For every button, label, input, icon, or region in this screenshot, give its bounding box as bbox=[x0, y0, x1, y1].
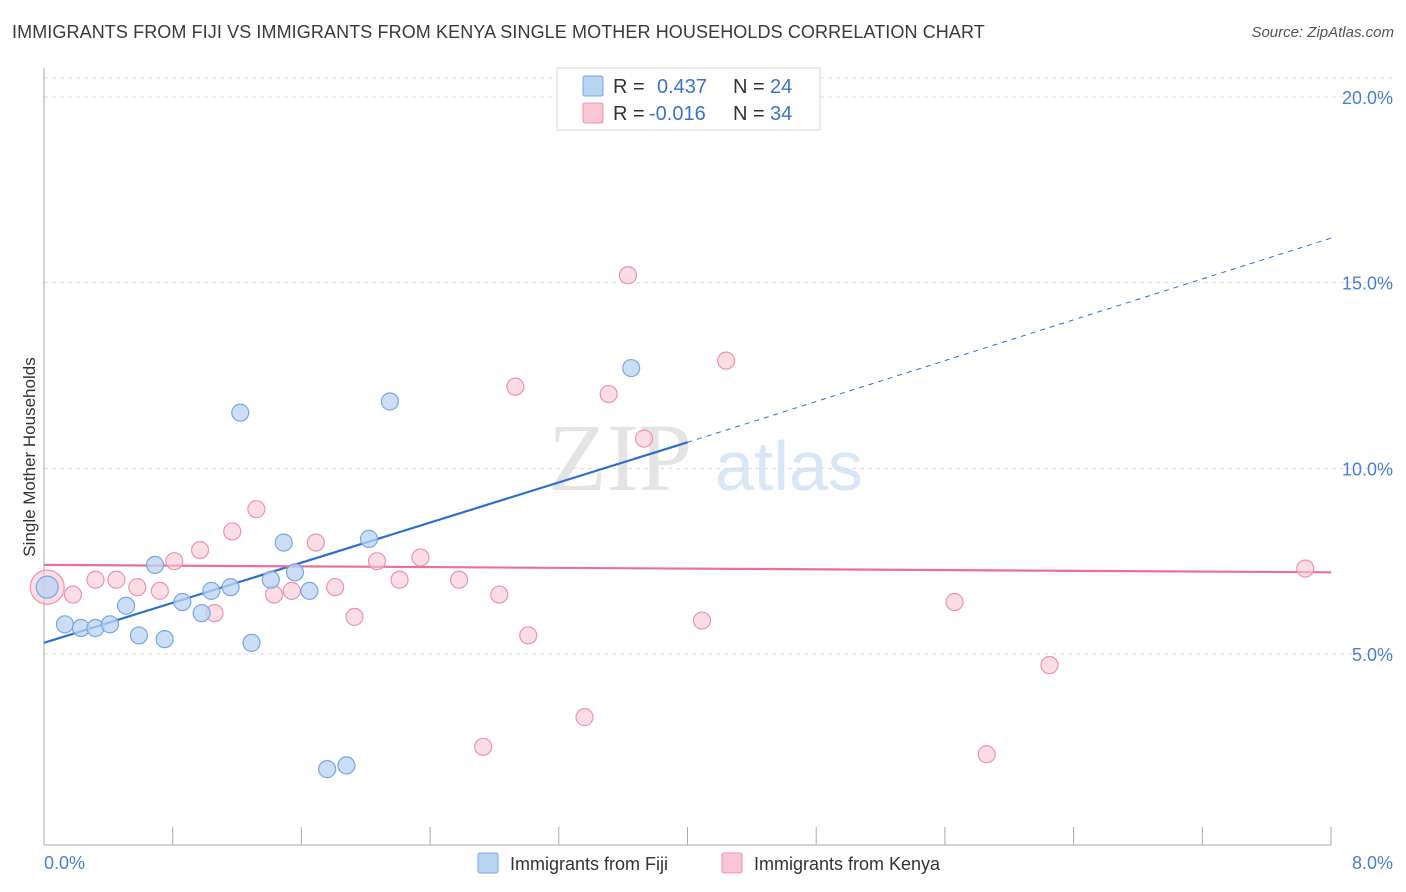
point-kenya bbox=[692, 611, 712, 630]
point-fiji bbox=[35, 575, 59, 599]
point-kenya bbox=[190, 540, 210, 560]
point-kenya bbox=[717, 351, 736, 370]
watermark-atlas: atlas bbox=[715, 427, 863, 505]
point-fiji bbox=[242, 633, 261, 652]
data-points bbox=[29, 266, 1315, 779]
point-kenya bbox=[506, 377, 525, 396]
point-kenya bbox=[977, 745, 996, 764]
point-kenya bbox=[282, 581, 301, 600]
point-kenya bbox=[599, 384, 618, 404]
point-kenya bbox=[306, 533, 325, 552]
axes bbox=[43, 68, 1332, 846]
point-kenya bbox=[1040, 656, 1059, 675]
chart-title: IMMIGRANTS FROM FIJI VS IMMIGRANTS FROM … bbox=[12, 22, 985, 42]
legend-r-value-fiji: 0.437 bbox=[657, 76, 707, 98]
x-tick-label-min: 0.0% bbox=[44, 853, 85, 873]
y-tick-label: 10.0% bbox=[1342, 459, 1393, 479]
point-kenya bbox=[945, 592, 964, 612]
point-fiji bbox=[359, 529, 379, 548]
point-fiji bbox=[622, 358, 641, 378]
point-kenya bbox=[150, 581, 169, 600]
watermark-zip: ZIP bbox=[548, 404, 692, 511]
point-fiji bbox=[231, 403, 250, 422]
legend-n-label-kenya: N = bbox=[733, 103, 765, 125]
y-tick-label: 20.0% bbox=[1342, 88, 1393, 108]
point-kenya bbox=[618, 266, 638, 285]
point-kenya bbox=[474, 737, 493, 756]
point-fiji bbox=[100, 615, 120, 634]
point-fiji bbox=[155, 630, 174, 649]
legend-n-label-fiji: N = bbox=[733, 76, 765, 98]
point-kenya bbox=[63, 585, 83, 604]
point-kenya bbox=[575, 708, 594, 727]
point-fiji bbox=[145, 555, 165, 574]
point-kenya bbox=[449, 570, 469, 589]
point-fiji bbox=[300, 581, 319, 600]
point-fiji bbox=[129, 626, 149, 645]
point-kenya bbox=[165, 552, 184, 571]
bottom-legend-swatch-fiji bbox=[477, 852, 499, 874]
point-fiji bbox=[221, 578, 240, 597]
y-tick-label: 15.0% bbox=[1342, 274, 1393, 294]
y-axis-title: Single Mother Households bbox=[20, 357, 39, 556]
trend-line-fiji-extension bbox=[687, 237, 1332, 443]
point-kenya bbox=[634, 429, 654, 448]
grid-lines: 5.0% 10.0% 15.0% 20.0% bbox=[44, 77, 1393, 665]
point-kenya bbox=[86, 570, 105, 589]
legend-r-label-kenya: R = bbox=[613, 103, 645, 125]
legend-swatch-kenya bbox=[582, 102, 604, 124]
series-legend: Immigrants from Fiji Immigrants from Ken… bbox=[477, 852, 941, 874]
legend-r-value-kenya: -0.016 bbox=[649, 103, 706, 125]
source-label: Source: ZipAtlas.com bbox=[1251, 24, 1394, 41]
point-kenya bbox=[247, 500, 266, 519]
point-kenya bbox=[367, 552, 387, 571]
bottom-legend-swatch-kenya bbox=[721, 852, 743, 874]
point-fiji bbox=[116, 596, 136, 615]
point-fiji bbox=[173, 592, 192, 612]
legend-swatch-fiji bbox=[582, 75, 604, 97]
point-kenya bbox=[519, 626, 538, 645]
point-kenya bbox=[128, 578, 147, 597]
point-fiji bbox=[274, 533, 293, 552]
bottom-legend-label-fiji: Immigrants from Fiji bbox=[510, 854, 668, 874]
point-fiji bbox=[192, 604, 211, 623]
point-kenya bbox=[107, 570, 126, 589]
point-fiji bbox=[337, 756, 356, 775]
bottom-legend-label-kenya: Immigrants from Kenya bbox=[754, 854, 941, 874]
point-fiji bbox=[261, 570, 280, 589]
legend-n-value-kenya: 34 bbox=[770, 103, 792, 125]
stats-legend: R = 0.437 N = 24 R = -0.016 N = 34 bbox=[556, 67, 821, 131]
point-kenya bbox=[345, 607, 364, 626]
point-fiji bbox=[55, 615, 75, 634]
point-fiji bbox=[285, 563, 305, 582]
point-kenya bbox=[390, 570, 409, 589]
point-kenya bbox=[326, 578, 345, 597]
point-kenya bbox=[411, 548, 430, 567]
y-tick-label: 5.0% bbox=[1352, 645, 1393, 665]
trend-line-kenya bbox=[43, 563, 1332, 574]
x-tick-label-max: 8.0% bbox=[1352, 853, 1393, 873]
legend-r-label-fiji: R = bbox=[613, 76, 645, 98]
point-fiji bbox=[380, 392, 399, 411]
point-kenya bbox=[223, 522, 242, 541]
point-fiji bbox=[202, 581, 221, 600]
point-kenya bbox=[264, 585, 284, 604]
point-kenya bbox=[1296, 559, 1315, 578]
point-kenya bbox=[490, 585, 509, 604]
legend-n-value-fiji: 24 bbox=[770, 76, 792, 98]
point-fiji bbox=[318, 760, 337, 779]
